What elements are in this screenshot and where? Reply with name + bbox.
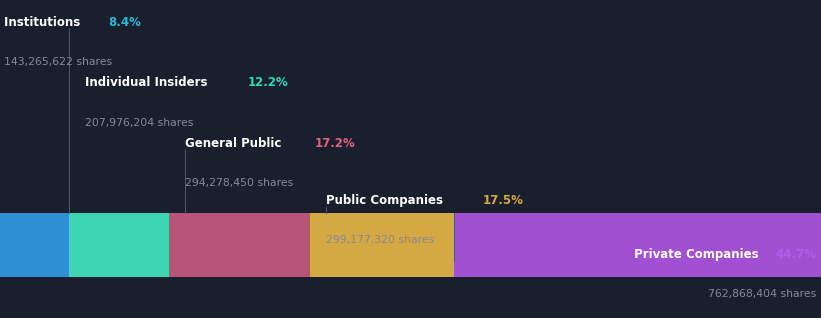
Text: 17.2%: 17.2%: [314, 137, 355, 150]
Bar: [0, 213, 69, 277]
Text: General Public: General Public: [185, 137, 285, 150]
Text: Individual Insiders: Individual Insiders: [85, 76, 211, 89]
Text: 299,177,320 shares: 299,177,320 shares: [326, 235, 434, 245]
Text: 294,278,450 shares: 294,278,450 shares: [185, 178, 293, 188]
Text: 44.7%: 44.7%: [775, 248, 816, 261]
Text: 17.5%: 17.5%: [482, 194, 523, 207]
Text: 12.2%: 12.2%: [248, 76, 289, 89]
Bar: [310, 213, 454, 277]
Text: Private Companies: Private Companies: [631, 248, 764, 261]
Text: 762,868,404 shares: 762,868,404 shares: [708, 289, 816, 299]
Text: Institutions: Institutions: [4, 16, 85, 29]
Bar: [69, 213, 169, 277]
Bar: [169, 213, 310, 277]
Text: Public Companies: Public Companies: [326, 194, 447, 207]
Text: 8.4%: 8.4%: [108, 16, 140, 29]
Bar: [454, 213, 821, 277]
Text: 207,976,204 shares: 207,976,204 shares: [85, 118, 193, 128]
Text: 143,265,622 shares: 143,265,622 shares: [4, 57, 112, 67]
